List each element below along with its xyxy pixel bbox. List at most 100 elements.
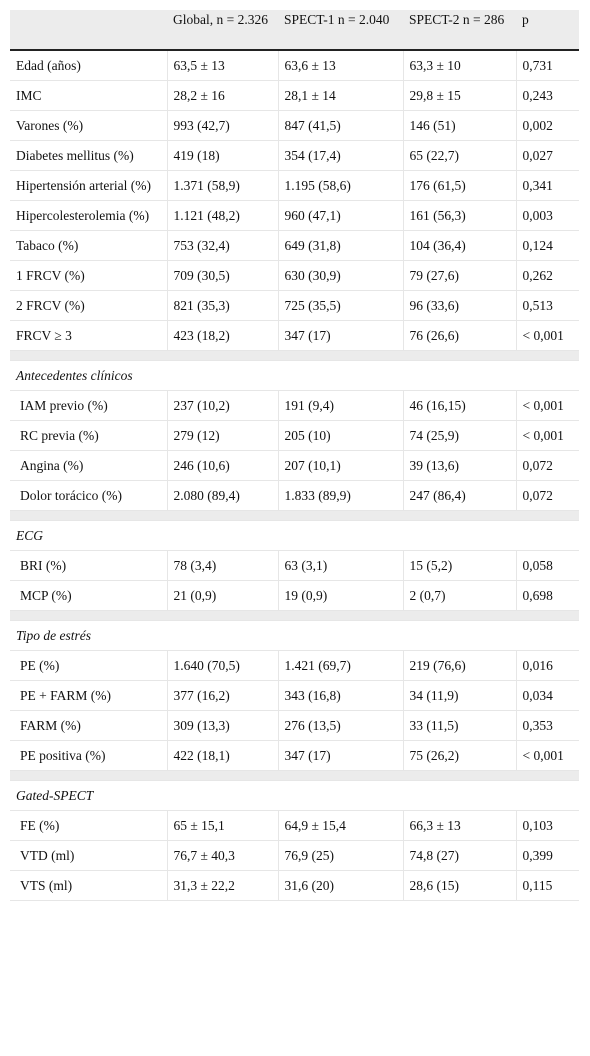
section-header-row: Tipo de estrés — [10, 620, 579, 651]
table-row: PE positiva (%) 422 (18,1) 347 (17) 75 (26,… — [10, 740, 579, 771]
cell-spect1: 207 (10,1) — [277, 450, 403, 481]
cell-p: 0,262 — [515, 260, 579, 291]
row-label: PE (%) — [10, 650, 167, 681]
cell-p: 0,243 — [515, 80, 579, 111]
table-row: Edad (años) 63,5 ± 13 63,6 ± 13 63,3 ± 10 0,… — [10, 49, 579, 81]
cell-spect1: 347 (17) — [277, 740, 403, 771]
cell-global: 309 (13,3) — [166, 710, 278, 741]
table-row: 2 FRCV (%) 821 (35,3) 725 (35,5) 96 (33,6) 0… — [10, 290, 579, 321]
cell-spect2: 75 (26,2) — [402, 740, 516, 771]
cell-global: 28,2 ± 16 — [166, 80, 278, 111]
cell-global: 753 (32,4) — [166, 230, 278, 261]
header-cell-label — [10, 10, 167, 51]
header-cell-p: p — [516, 10, 579, 51]
cell-global: 78 (3,4) — [166, 550, 278, 581]
cell-p: 0,058 — [515, 550, 579, 581]
cell-p: 0,103 — [515, 810, 579, 841]
group-spacer — [10, 770, 579, 781]
table-row: Tabaco (%) 753 (32,4) 649 (31,8) 104 (36,4)… — [10, 230, 579, 261]
cell-spect2: 65 (22,7) — [402, 140, 516, 171]
row-label: Dolor torácico (%) — [10, 480, 167, 511]
section-header-row: ECG — [10, 520, 579, 551]
row-label: MCP (%) — [10, 580, 167, 611]
row-label: FRCV ≥ 3 — [10, 320, 167, 351]
cell-spect1: 347 (17) — [277, 320, 403, 351]
cell-spect2: 74 (25,9) — [402, 420, 516, 451]
cell-p: 0,027 — [515, 140, 579, 171]
cell-global: 63,5 ± 13 — [166, 49, 278, 81]
cell-spect1: 1.195 (58,6) — [277, 170, 403, 201]
cell-p: 0,731 — [515, 49, 579, 81]
row-label: VTS (ml) — [10, 870, 167, 901]
table-row: IAM previo (%) 237 (10,2) 191 (9,4) 46 (16,… — [10, 390, 579, 421]
group-spacer — [10, 350, 579, 361]
table-row: Hipertensión arterial (%) 1.371 (58,9) 1.1… — [10, 170, 579, 201]
spacer-cell — [10, 770, 579, 781]
cell-global: 65 ± 15,1 — [166, 810, 278, 841]
cell-global: 423 (18,2) — [166, 320, 278, 351]
table-row: MCP (%) 21 (0,9) 19 (0,9) 2 (0,7) 0,698 — [10, 580, 579, 611]
cell-spect1: 191 (9,4) — [277, 390, 403, 421]
cell-p: < 0,001 — [515, 320, 579, 351]
row-label: BRI (%) — [10, 550, 167, 581]
cell-spect1: 630 (30,9) — [277, 260, 403, 291]
cell-spect1: 354 (17,4) — [277, 140, 403, 171]
table-row: Angina (%) 246 (10,6) 207 (10,1) 39 (13,6) 0… — [10, 450, 579, 481]
table-row: PE + FARM (%) 377 (16,2) 343 (16,8) 34 (11,… — [10, 680, 579, 711]
cell-p: 0,513 — [515, 290, 579, 321]
cell-spect1: 28,1 ± 14 — [277, 80, 403, 111]
cell-global: 246 (10,6) — [166, 450, 278, 481]
cell-spect1: 343 (16,8) — [277, 680, 403, 711]
cell-spect2: 79 (27,6) — [402, 260, 516, 291]
table-body: Edad (años) 63,5 ± 13 63,6 ± 13 63,3 ± 10 0,… — [10, 49, 579, 901]
cell-p: 0,072 — [515, 450, 579, 481]
cell-global: 419 (18) — [166, 140, 278, 171]
cell-global: 2.080 (89,4) — [166, 480, 278, 511]
cell-spect2: 146 (51) — [402, 110, 516, 141]
cell-spect1: 64,9 ± 15,4 — [277, 810, 403, 841]
table-row: PE (%) 1.640 (70,5) 1.421 (69,7) 219 (76,6)… — [10, 650, 579, 681]
cell-spect1: 1.421 (69,7) — [277, 650, 403, 681]
cell-spect1: 847 (41,5) — [277, 110, 403, 141]
cell-p: 0,002 — [515, 110, 579, 141]
cell-spect1: 76,9 (25) — [277, 840, 403, 871]
section-header-row: Antecedentes clínicos — [10, 360, 579, 391]
row-label: Edad (años) — [10, 49, 167, 81]
table-row: FARM (%) 309 (13,3) 276 (13,5) 33 (11,5) 0,3… — [10, 710, 579, 741]
row-label: RC previa (%) — [10, 420, 167, 451]
cell-spect1: 1.833 (89,9) — [277, 480, 403, 511]
row-label: PE + FARM (%) — [10, 680, 167, 711]
cell-spect2: 63,3 ± 10 — [402, 49, 516, 81]
cell-spect1: 19 (0,9) — [277, 580, 403, 611]
cell-p: 0,341 — [515, 170, 579, 201]
cell-global: 993 (42,7) — [166, 110, 278, 141]
cell-spect1: 63,6 ± 13 — [277, 49, 403, 81]
cell-global: 1.640 (70,5) — [166, 650, 278, 681]
table-row: RC previa (%) 279 (12) 205 (10) 74 (25,9) < … — [10, 420, 579, 451]
row-label: 2 FRCV (%) — [10, 290, 167, 321]
group-spacer — [10, 510, 579, 521]
cell-spect2: 39 (13,6) — [402, 450, 516, 481]
table-row: Dolor torácico (%) 2.080 (89,4) 1.833 (89,… — [10, 480, 579, 511]
spacer-cell — [10, 350, 579, 361]
cell-spect1: 960 (47,1) — [277, 200, 403, 231]
cell-spect1: 725 (35,5) — [277, 290, 403, 321]
section-header-row: Gated-SPECT — [10, 780, 579, 811]
row-label: 1 FRCV (%) — [10, 260, 167, 291]
cell-global: 76,7 ± 40,3 — [166, 840, 278, 871]
table-container: Global, n = 2.326 SPECT-1 n = 2.040 SPEC… — [10, 10, 579, 901]
section-title: Antecedentes clínicos — [10, 360, 579, 391]
cell-global: 21 (0,9) — [166, 580, 278, 611]
cell-p: 0,698 — [515, 580, 579, 611]
group-spacer — [10, 610, 579, 621]
cell-spect2: 104 (36,4) — [402, 230, 516, 261]
row-label: FE (%) — [10, 810, 167, 841]
cell-global: 1.121 (48,2) — [166, 200, 278, 231]
header-cell-global: Global, n = 2.326 — [167, 10, 278, 51]
cell-spect2: 46 (16,15) — [402, 390, 516, 421]
cell-spect2: 29,8 ± 15 — [402, 80, 516, 111]
table-row: VTS (ml) 31,3 ± 22,2 31,6 (20) 28,6 (15) 0,1… — [10, 870, 579, 901]
row-label: Hipercolesterolemia (%) — [10, 200, 167, 231]
cell-spect2: 219 (76,6) — [402, 650, 516, 681]
row-label: IAM previo (%) — [10, 390, 167, 421]
